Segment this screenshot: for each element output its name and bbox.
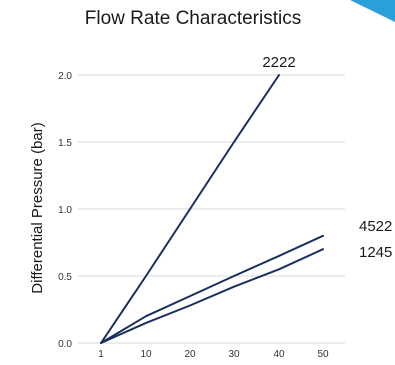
y-tick-label: 0.0 [58, 339, 72, 350]
y-tick-label: 2.0 [58, 71, 72, 82]
series-label-1245: 1245 [359, 244, 392, 261]
x-tick-label: 10 [140, 349, 152, 360]
y-tick-label: 1.0 [58, 205, 72, 216]
series-label-2222: 2222 [262, 54, 295, 71]
y-tick-label: 1.5 [58, 138, 72, 149]
y-tick-labels: 0.0 0.5 1.0 1.5 2.0 [58, 71, 72, 350]
x-tick-label: 20 [184, 349, 196, 360]
x-tick-label: 40 [273, 349, 285, 360]
series-line-4522 [100, 234, 324, 344]
x-tick-label: 50 [317, 349, 329, 360]
x-tick-labels: 1 10 20 30 40 50 [98, 349, 329, 360]
series-line-1245 [100, 248, 324, 344]
series-labels: 2222 4522 1245 [262, 54, 392, 261]
chart-title: Flow Rate Characteristics [85, 8, 301, 29]
grid-layer [78, 74, 345, 344]
x-tick-label: 30 [228, 349, 240, 360]
y-axis-label: Differential Pressure (bar) [29, 122, 46, 293]
x-tick-label: 1 [98, 349, 104, 360]
series-line-2222 [100, 74, 280, 344]
y-tick-label: 0.5 [58, 272, 72, 283]
series-layer [100, 74, 324, 344]
series-label-4522: 4522 [359, 218, 392, 235]
